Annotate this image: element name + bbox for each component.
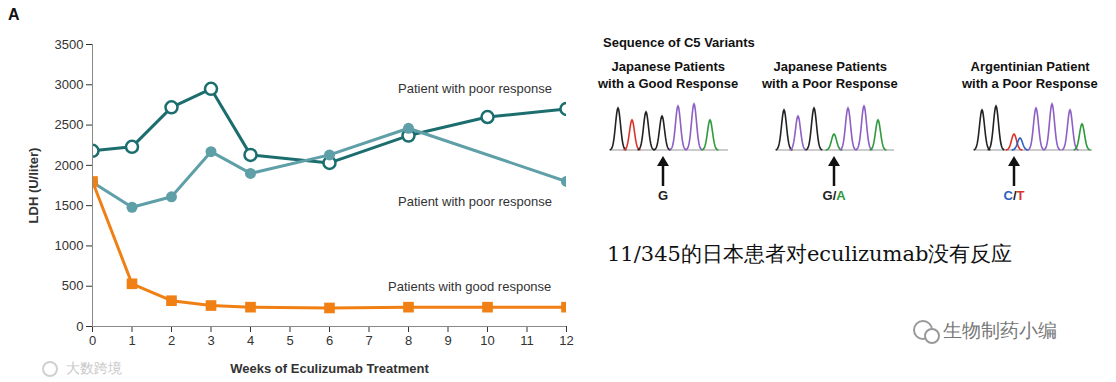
html-text:with a Poor Response: with a Poor Response — [962, 76, 1098, 91]
svg-text:0: 0 — [76, 319, 83, 334]
html-text:C / T: C / T — [1003, 188, 1025, 203]
svg-text:2500: 2500 — [55, 117, 84, 132]
svg-text:10: 10 — [480, 333, 494, 348]
svg-text:9: 9 — [444, 333, 451, 348]
svg-text:11: 11 — [520, 333, 534, 348]
svg-text:LDH (U/liter): LDH (U/liter) — [26, 148, 41, 224]
html-text:Patients with good response: Patients with good response — [388, 279, 552, 294]
svg-text:4: 4 — [247, 333, 254, 348]
svg-text:3500: 3500 — [55, 37, 84, 52]
html-text:Japanese Patients: Japanese Patients — [773, 59, 887, 74]
svg-text:5: 5 — [286, 333, 293, 348]
svg-text:7: 7 — [365, 333, 372, 348]
svg-text:Weeks of Eculizumab Treatment: Weeks of Eculizumab Treatment — [230, 361, 429, 376]
html-text:G: G — [658, 188, 669, 203]
svg-text:3: 3 — [207, 333, 214, 348]
html-text:G / A: G / A — [822, 188, 846, 203]
svg-text:3000: 3000 — [55, 77, 84, 92]
svg-text:500: 500 — [62, 278, 84, 293]
html-text:Sequence of C5 Variants: Sequence of C5 Variants — [603, 35, 755, 50]
svg-text:2000: 2000 — [55, 158, 84, 173]
html-text:生物制药小编: 生物制药小编 — [943, 320, 1057, 341]
svg-text:2: 2 — [168, 333, 175, 348]
svg-text:1500: 1500 — [55, 198, 84, 213]
html-text:Argentinian Patient: Argentinian Patient — [970, 59, 1090, 74]
svg-text:8: 8 — [405, 333, 412, 348]
html-text:with a Good Response: with a Good Response — [598, 76, 739, 91]
html-text:Patient with poor response: Patient with poor response — [398, 81, 552, 96]
html-text:with a Poor Response: with a Poor Response — [762, 76, 898, 91]
svg-text:12: 12 — [559, 333, 573, 348]
html-text:11/345的日本患者对eculizumab没有反应: 11/345的日本患者对eculizumab没有反应 — [607, 242, 1013, 266]
svg-text:6: 6 — [326, 333, 333, 348]
html-text:Japanese Patients: Japanese Patients — [611, 59, 725, 74]
svg-text:0: 0 — [89, 333, 96, 348]
svg-text:1: 1 — [128, 333, 135, 348]
svg-text:1000: 1000 — [55, 238, 84, 253]
html-text:A: A — [8, 6, 20, 23]
html-text:Patient with poor response: Patient with poor response — [398, 194, 552, 209]
html-text:大数跨境: 大数跨境 — [66, 360, 122, 376]
